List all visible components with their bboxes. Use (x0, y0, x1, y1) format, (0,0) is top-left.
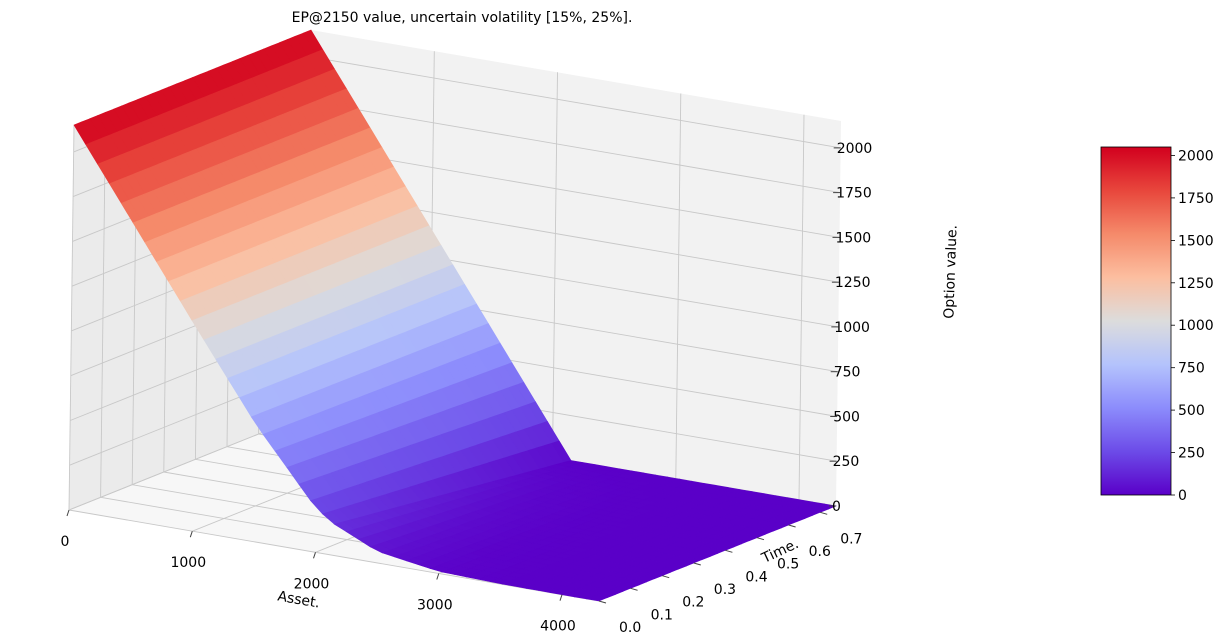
colorbar-ticks: 0 250 500 750 1000 1250 1500 1750 2000 (1171, 149, 1214, 504)
y-tick-label: 0.4 (745, 569, 767, 585)
option-value-surface (73, 29, 838, 602)
gridline-z (310, 56, 841, 149)
y-tick-label: 0.2 (682, 595, 704, 611)
colorbar-tick-label: 1250 (1178, 276, 1214, 292)
x-tick-mark (189, 531, 193, 538)
colorbar: 0 250 500 750 1000 1250 1500 1750 2000 (1100, 146, 1214, 504)
x-tick-mark (436, 573, 440, 580)
y-tick-label: 0.6 (809, 544, 831, 560)
gridline-y (68, 124, 75, 511)
y-tick-label: 0.1 (651, 607, 673, 623)
z-axis-label: Option value. (941, 225, 960, 319)
z-tick-label: 2000 (837, 141, 873, 157)
z-tick-label: 1250 (835, 275, 871, 291)
x-axis-label: Asset. (276, 588, 321, 611)
gridline-x (798, 114, 805, 500)
colorbar-tick-label: 1750 (1178, 191, 1214, 207)
x-tick-label: 3000 (417, 598, 453, 614)
z-tick-label: 750 (834, 365, 861, 381)
x-tick-label: 2000 (294, 576, 330, 592)
y-tick-mark (820, 511, 828, 515)
colorbar-tick-label: 750 (1178, 361, 1205, 377)
y-tick-label: 0.7 (840, 531, 862, 547)
z-tick-label: 1500 (836, 230, 872, 246)
gridline-z (310, 101, 841, 194)
chart-title: EP@2150 value, uncertain volatility [15%… (292, 10, 633, 26)
colorbar-tick-label: 0 (1178, 488, 1187, 504)
x-tick-mark (66, 509, 70, 517)
x-tick-label: 1000 (170, 555, 206, 571)
colorbar-gradient (1100, 146, 1172, 496)
y-tick-label: 0.3 (714, 582, 736, 598)
x-tick-mark (313, 552, 316, 559)
colorbar-tick-label: 500 (1178, 403, 1205, 419)
x-tick-label: 0 (61, 534, 70, 550)
z-tick-label: 1000 (834, 320, 870, 336)
y-tick-mark (725, 549, 733, 553)
y-tick-mark (662, 575, 670, 579)
colorbar-tick-label: 250 (1178, 446, 1205, 462)
z-tick-label: 500 (833, 410, 860, 426)
gridline-x (552, 72, 558, 458)
y-tick-mark (693, 562, 701, 566)
y-tick-mark (598, 600, 607, 604)
gridline-x (675, 93, 682, 479)
gridline-y (68, 509, 600, 602)
axis-ticks: 0 1000 2000 3000 4000 0.0 0.1 0.2 0.3 0.4 0.5 0.6 0.… (61, 141, 873, 636)
y-tick-label: 0.5 (777, 557, 799, 573)
y-tick-mark (756, 537, 765, 541)
z-tick-label: 1750 (836, 186, 872, 202)
z-tick-label: 0 (832, 499, 841, 515)
colorbar-tick-label: 2000 (1178, 149, 1214, 165)
y-tick-mark (630, 587, 638, 591)
colorbar-tick-label: 1500 (1178, 233, 1214, 249)
gridline-z (309, 145, 840, 238)
colorbar-tick-label: 1000 (1178, 318, 1214, 334)
z-tick-label: 250 (833, 454, 860, 470)
x-tick-mark (559, 594, 563, 601)
x-tick-label: 4000 (540, 619, 576, 635)
surface-patch (585, 595, 608, 602)
y-tick-label: 0.0 (619, 620, 641, 636)
y-tick-mark (788, 524, 796, 528)
